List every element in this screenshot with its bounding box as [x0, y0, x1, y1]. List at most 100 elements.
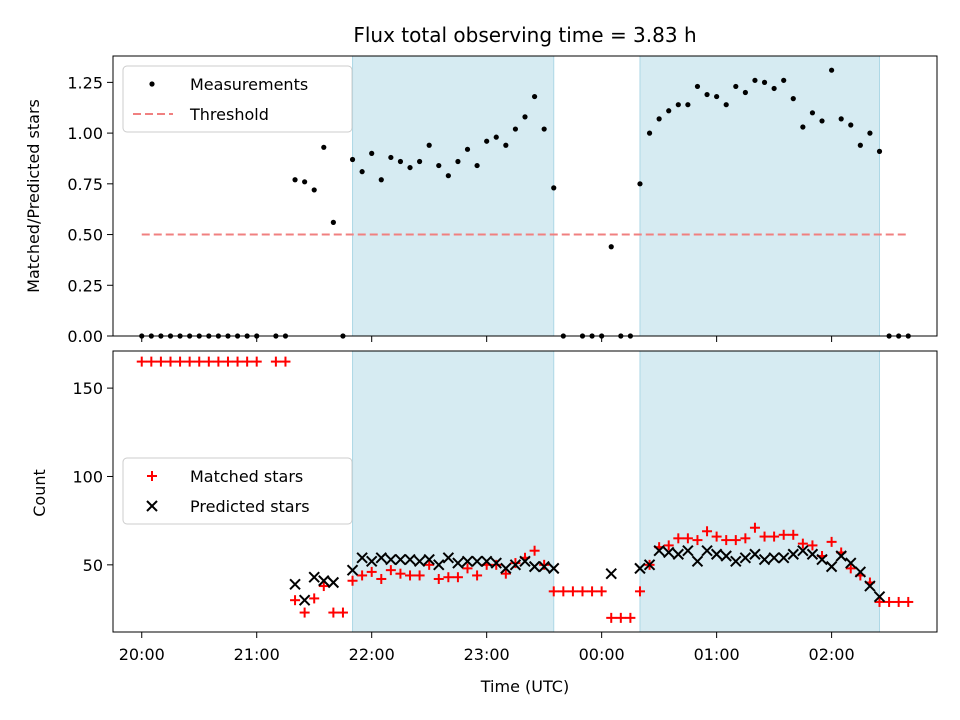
legend-predicted-marker: [146, 500, 158, 512]
measurement-point: [694, 83, 701, 90]
matched-star-point: [433, 573, 444, 584]
bottom-y-tick-label: 50: [83, 556, 103, 575]
predicted-star-point-b: [318, 575, 330, 587]
predicted-star-point: [471, 555, 483, 568]
matched-star-point: [452, 572, 463, 583]
predicted-star-point-b: [825, 560, 838, 573]
predicted-star-point-b: [413, 555, 426, 568]
predicted-star-point: [442, 552, 455, 564]
measurement-point: [302, 179, 308, 185]
measurement-point: [426, 142, 432, 148]
measurement-point: [349, 156, 356, 163]
matched-star-point: [184, 356, 195, 367]
bottom-x-tick-label: 22:00: [349, 645, 395, 664]
predicted-star-point-b: [605, 567, 617, 580]
measurement-point: [512, 126, 519, 132]
measurement-point: [752, 77, 758, 83]
matched-star-point: [165, 356, 176, 367]
measurement-point: [876, 148, 883, 154]
matched-star-point: [826, 536, 837, 547]
predicted-star-point: [854, 566, 867, 578]
matched-star-point: [347, 575, 358, 586]
measurement-point: [829, 67, 835, 73]
measurement-point: [608, 244, 614, 250]
predicted-star-point: [404, 553, 416, 566]
measurement-point: [704, 91, 710, 98]
matched-star-point: [510, 558, 521, 569]
predicted-star-point: [701, 544, 713, 557]
predicted-star-point-b: [461, 555, 474, 568]
bottom-axes-frame: [112, 350, 938, 633]
matched-star-point: [385, 565, 396, 576]
predicted-star-point-b: [758, 553, 771, 566]
matched-star-point: [414, 570, 425, 581]
predicted-star-point-b: [423, 553, 435, 566]
predicted-star-point-b: [720, 550, 732, 562]
predicted-star-point: [682, 544, 694, 557]
predicted-star-point: [423, 553, 435, 566]
bottom-shaded-region: [639, 351, 880, 632]
measurement-point: [455, 158, 461, 165]
predicted-star-point: [845, 557, 857, 569]
predicted-star-point-b: [835, 550, 847, 562]
predicted-star-point: [797, 544, 809, 557]
measurement-point: [656, 116, 662, 122]
matched-star-point: [328, 607, 339, 618]
measurement-point: [714, 93, 720, 100]
predicted-star-point: [433, 559, 445, 571]
legend-measurements-marker: [149, 81, 155, 87]
predicted-star-point-b: [509, 559, 522, 571]
bottom-y-axis-label: Count: [30, 469, 49, 517]
predicted-star-point: [318, 575, 330, 587]
bottom-x-tick-label: 20:00: [119, 645, 165, 664]
predicted-star-point-b: [634, 562, 646, 575]
measurement-point: [733, 83, 739, 90]
predicted-star-point: [375, 552, 387, 564]
matched-star-point: [759, 531, 770, 542]
matched-star-point: [769, 531, 780, 542]
matched-star-point: [702, 526, 713, 537]
bottom-panel: 50 100 150 20:00 21:00 22:00 23:00 00:00 01:00 02…: [72, 350, 938, 664]
top-axes-frame: [112, 55, 938, 337]
measurement-point: [646, 130, 653, 136]
matched-star-point: [203, 356, 214, 367]
matched-star-point: [443, 572, 454, 583]
matched-star-point: [663, 540, 674, 551]
predicted-star-point: [519, 555, 531, 568]
measurement-point: [445, 173, 451, 179]
bottom-y-tick-label: 100: [72, 467, 103, 486]
predicted-star-point: [777, 552, 790, 564]
matched-star-point: [845, 563, 856, 574]
predicted-star-point-b: [691, 555, 704, 568]
matched-star-point: [175, 356, 186, 367]
measurement-point: [819, 118, 825, 124]
matched-star-point: [222, 356, 233, 367]
predicted-star-point: [768, 552, 780, 564]
bottom-x-tick-label: 01:00: [694, 645, 740, 664]
matched-star-point: [395, 568, 406, 579]
predicted-star-point: [864, 580, 876, 592]
matched-star-point: [587, 586, 598, 597]
top-panel: 0.00 0.25 0.50 0.75 1.00 1.25 Measurements Thre…: [67, 55, 938, 346]
top-y-tick-label: 0.50: [67, 226, 103, 245]
predicted-star-point-b: [500, 562, 512, 575]
matched-star-point: [673, 533, 684, 544]
predicted-star-point-b: [768, 552, 780, 564]
bottom-x-tick-label: 00:00: [579, 645, 625, 664]
predicted-star-point-b: [663, 546, 675, 559]
measurement-point: [685, 102, 691, 108]
measurement-point: [311, 187, 317, 193]
predicted-star-point: [720, 550, 732, 562]
predicted-star-point-b: [356, 552, 368, 564]
bottom-x-tick-label: 21:00: [234, 645, 280, 664]
matched-star-point: [874, 596, 885, 607]
predicted-star-point-b: [710, 548, 723, 560]
matched-star-point: [730, 535, 741, 546]
matched-star-point: [625, 612, 636, 623]
predicted-star-point-b: [490, 557, 502, 569]
measurement-point: [321, 144, 327, 150]
predicted-star-point: [873, 590, 886, 603]
predicted-star-point: [327, 576, 340, 589]
top-y-tick-label: 1.00: [67, 124, 103, 143]
matched-star-point: [721, 535, 732, 546]
